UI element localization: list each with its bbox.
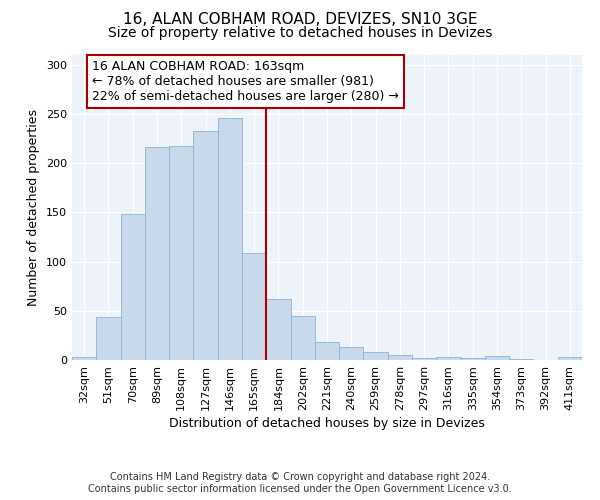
Bar xyxy=(218,118,242,360)
Bar xyxy=(339,347,364,360)
Bar xyxy=(169,146,193,360)
Bar xyxy=(72,357,96,360)
Bar xyxy=(412,358,436,360)
Bar xyxy=(388,355,412,360)
Bar xyxy=(121,214,145,360)
Bar xyxy=(509,359,533,360)
Bar xyxy=(266,299,290,360)
Bar xyxy=(485,356,509,360)
Bar xyxy=(364,352,388,360)
Bar xyxy=(558,357,582,360)
Bar xyxy=(193,131,218,360)
Bar xyxy=(290,316,315,360)
Text: 16, ALAN COBHAM ROAD, DEVIZES, SN10 3GE: 16, ALAN COBHAM ROAD, DEVIZES, SN10 3GE xyxy=(123,12,477,28)
Bar xyxy=(436,357,461,360)
Bar xyxy=(96,316,121,360)
Bar xyxy=(461,358,485,360)
X-axis label: Distribution of detached houses by size in Devizes: Distribution of detached houses by size … xyxy=(169,417,485,430)
Text: 16 ALAN COBHAM ROAD: 163sqm
← 78% of detached houses are smaller (981)
22% of se: 16 ALAN COBHAM ROAD: 163sqm ← 78% of det… xyxy=(92,60,399,102)
Bar xyxy=(145,148,169,360)
Bar xyxy=(315,342,339,360)
Text: Contains HM Land Registry data © Crown copyright and database right 2024.
Contai: Contains HM Land Registry data © Crown c… xyxy=(88,472,512,494)
Text: Size of property relative to detached houses in Devizes: Size of property relative to detached ho… xyxy=(108,26,492,40)
Y-axis label: Number of detached properties: Number of detached properties xyxy=(28,109,40,306)
Bar xyxy=(242,253,266,360)
